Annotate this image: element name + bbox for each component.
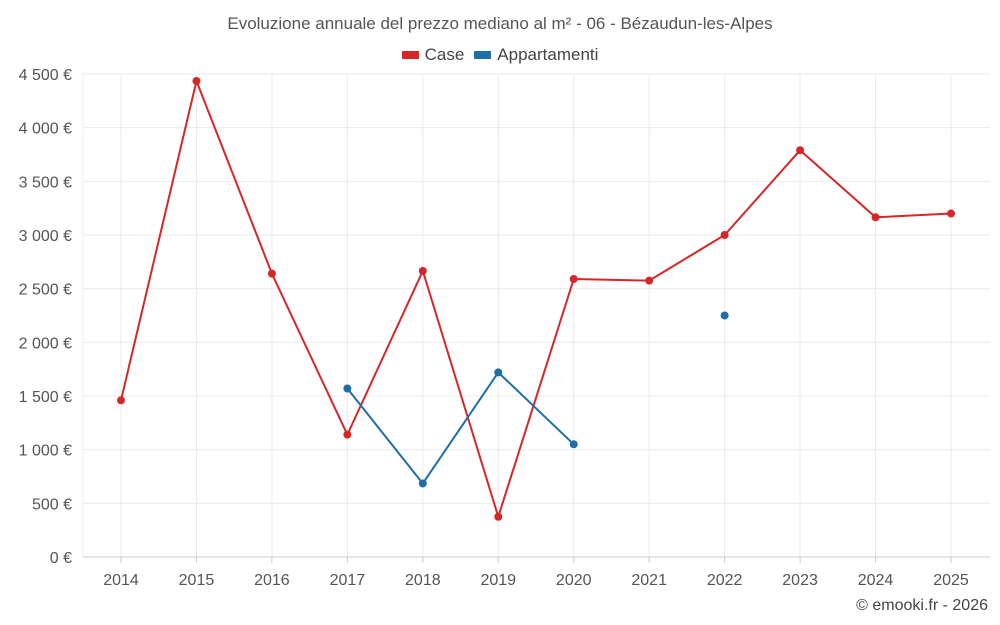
series-line-case	[723, 149, 802, 236]
y-tick-label: 1 500 €	[19, 389, 72, 406]
series-line-case	[195, 79, 273, 275]
data-point-case	[117, 396, 125, 405]
data-point-case	[947, 209, 955, 218]
data-point-case	[796, 146, 805, 155]
x-tick-label: 2015	[179, 572, 215, 589]
y-tick-label: 1 000 €	[19, 443, 72, 460]
data-point-appartamenti	[720, 311, 729, 320]
legend-item-appartamenti[interactable]: Appartamenti	[474, 45, 598, 65]
x-tick-label: 2016	[254, 572, 290, 589]
chart-title: Evoluzione annuale del prezzo mediano al…	[227, 14, 773, 33]
series-line-case	[572, 278, 651, 282]
x-tick-label: 2019	[480, 572, 516, 589]
y-tick-label: 4 500 €	[19, 67, 72, 84]
series-line-case	[648, 234, 726, 282]
series-line-case	[120, 79, 198, 402]
legend-item-case[interactable]: Case	[401, 45, 465, 65]
data-point-appartamenti	[494, 368, 503, 377]
series-line-case	[346, 269, 424, 436]
legend-swatch-case	[401, 51, 419, 59]
y-tick-label: 0 €	[50, 550, 72, 567]
series-line-case	[874, 212, 952, 219]
y-tick-label: 500 €	[32, 496, 72, 513]
legend: Case Appartamenti	[0, 45, 1000, 65]
data-point-appartamenti	[418, 479, 427, 488]
series-line-case	[799, 149, 877, 219]
series-line-appartamenti	[497, 371, 575, 446]
data-point-case	[418, 266, 427, 275]
x-tick-label: 2017	[330, 572, 366, 589]
data-point-case	[343, 430, 352, 439]
legend-label-appartamenti: Appartamenti	[497, 45, 599, 64]
data-point-case	[267, 269, 276, 278]
x-tick-label: 2022	[707, 572, 743, 589]
data-point-case	[645, 276, 654, 285]
credit-text: © emooki.fr - 2026	[856, 597, 988, 614]
x-tick-label: 2024	[858, 572, 894, 589]
y-tick-label: 4 000 €	[19, 121, 72, 138]
x-tick-label: 2025	[933, 572, 969, 589]
series-line-appartamenti	[346, 387, 424, 485]
legend-swatch-appartamenti	[474, 51, 492, 59]
data-point-case	[494, 512, 503, 521]
series-line-appartamenti	[421, 371, 500, 485]
series-line-case	[497, 278, 575, 518]
series-line-case	[270, 272, 349, 436]
series-line-case	[421, 269, 500, 518]
x-tick-label: 2023	[782, 572, 818, 589]
y-tick-label: 3 500 €	[19, 174, 72, 191]
legend-label-case: Case	[424, 45, 465, 64]
data-point-case	[871, 213, 880, 222]
x-tick-label: 2020	[556, 572, 592, 589]
x-tick-label: 2014	[103, 572, 139, 589]
data-point-case	[569, 275, 578, 284]
y-tick-label: 2 000 €	[19, 335, 72, 352]
x-tick-label: 2018	[405, 572, 441, 589]
y-tick-label: 3 000 €	[19, 228, 72, 245]
x-tick-label: 2021	[631, 572, 667, 589]
data-point-appartamenti	[343, 384, 352, 393]
y-tick-label: 2 500 €	[19, 282, 72, 299]
data-point-case	[192, 76, 201, 85]
data-point-appartamenti	[569, 440, 578, 449]
data-point-case	[720, 231, 729, 239]
